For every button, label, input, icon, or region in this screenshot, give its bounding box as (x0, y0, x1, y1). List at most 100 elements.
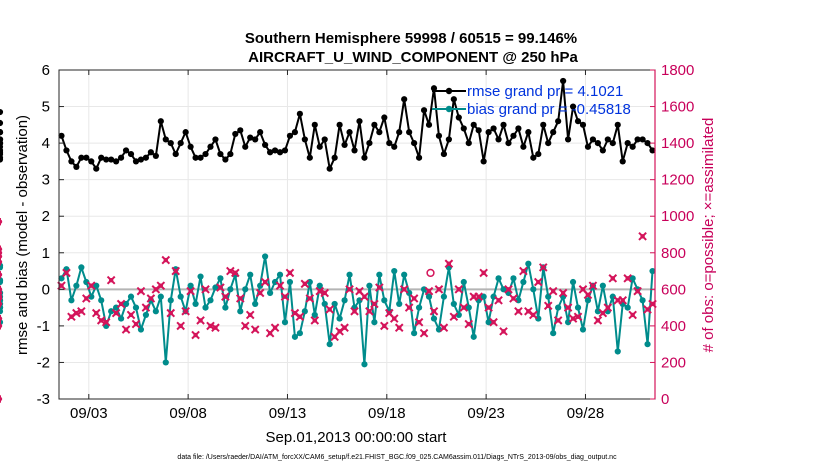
obs-count-point (628, 310, 637, 320)
obs-count-point (0, 249, 3, 257)
obs-count-point (305, 294, 315, 303)
obs-x-center (188, 288, 193, 294)
bias-point (510, 275, 517, 282)
bias-point (371, 319, 378, 326)
obs-x-center (600, 310, 606, 316)
bias-point (346, 271, 353, 278)
y-tick-label: 1 (42, 245, 50, 262)
x-axis-label: Sep.01,2013 00:00:00 start (266, 429, 448, 446)
obs-count-point (245, 310, 255, 320)
rmse-point (142, 154, 150, 161)
obs-count-point (221, 292, 230, 301)
obs-count-point (201, 285, 210, 294)
obs-x-center (431, 309, 437, 314)
obs-count-point (141, 303, 151, 312)
rmse-point (366, 140, 373, 147)
rmse-point (386, 140, 393, 147)
y-tick-label: 5 (42, 99, 50, 116)
bias-point (391, 267, 398, 275)
obs-x-center (615, 298, 620, 303)
obs-count-point (459, 303, 469, 312)
bias-point (525, 260, 532, 267)
obs-x-center (506, 287, 511, 292)
obs-count-point (454, 285, 464, 294)
obs-x-center (0, 219, 3, 224)
rmse-point (108, 156, 115, 163)
obs-x-center (531, 312, 536, 318)
rmse-point (103, 156, 110, 163)
bias-point (301, 308, 308, 315)
obs-x-center (610, 276, 615, 281)
obs-x-center (94, 310, 99, 316)
obs-x-center (128, 312, 134, 318)
rmse-point (401, 96, 408, 103)
obs-x-center (411, 296, 417, 301)
rmse-point (227, 150, 234, 158)
obs-count-point (300, 279, 310, 289)
rmse-point (306, 154, 313, 161)
rmse-point (93, 165, 100, 172)
rmse-point (480, 158, 487, 165)
obs-count-point (106, 275, 116, 285)
rmse-point (296, 110, 303, 117)
obs-count-point (509, 294, 518, 303)
rmse-point (545, 140, 552, 147)
rmse-point (376, 129, 383, 136)
obs-x-center (223, 294, 228, 299)
obs-x-center (287, 270, 293, 276)
obs-x-center (272, 325, 278, 330)
rmse-point (574, 118, 582, 125)
obs-count-point (494, 295, 503, 305)
obs-x-center (516, 309, 521, 314)
rmse-point (420, 107, 428, 114)
y-tick-label: 4 (42, 135, 50, 152)
bias-point (415, 304, 423, 311)
y-tick-label: -2 (37, 354, 50, 371)
bias-point (401, 271, 408, 278)
rmse-point (406, 129, 413, 136)
obs-x-center (397, 325, 402, 330)
rmse-point (510, 132, 517, 139)
rmse-point (0, 119, 4, 127)
obs-x-center (496, 298, 501, 303)
rmse-point (152, 152, 159, 160)
obs-count-point (270, 323, 280, 333)
bias-point (460, 278, 467, 286)
obs-x-center (625, 276, 630, 281)
bias-point (78, 264, 85, 271)
obs-x-center (302, 281, 308, 287)
x-tick-label: 09/23 (467, 405, 505, 422)
y-tick-label: 2 (42, 208, 50, 225)
obs-count-point (121, 325, 131, 334)
obs-count-point (325, 305, 334, 314)
obs-x-center (123, 327, 129, 332)
obs-x-center (163, 257, 168, 263)
obs-x-center (0, 272, 3, 277)
bias-point (555, 304, 562, 311)
bias-point (177, 293, 184, 300)
obs-x-center (491, 320, 496, 325)
obs-x-center (133, 321, 139, 327)
rmse-point (475, 127, 482, 134)
rmse-point (113, 158, 120, 165)
rmse-point (182, 129, 189, 136)
bias-point (276, 271, 284, 278)
obs-x-center (0, 287, 3, 292)
rmse-point (311, 121, 318, 128)
obs-x-center (372, 301, 377, 307)
obs-x-center (357, 288, 362, 294)
obs-count-point (186, 286, 195, 296)
bias-point (579, 326, 587, 333)
obs-x-center (367, 309, 372, 314)
y2-tick-label: 600 (661, 281, 686, 298)
bias-point (470, 333, 477, 340)
obs-x-center (103, 320, 109, 325)
bias-point (127, 293, 135, 300)
obs-x-center (595, 318, 601, 323)
x-tick-label: 09/13 (269, 405, 307, 422)
obs-count-point (0, 218, 3, 226)
bias-point (286, 278, 294, 286)
obs-x-center (605, 305, 611, 310)
obs-count-point (295, 312, 305, 322)
